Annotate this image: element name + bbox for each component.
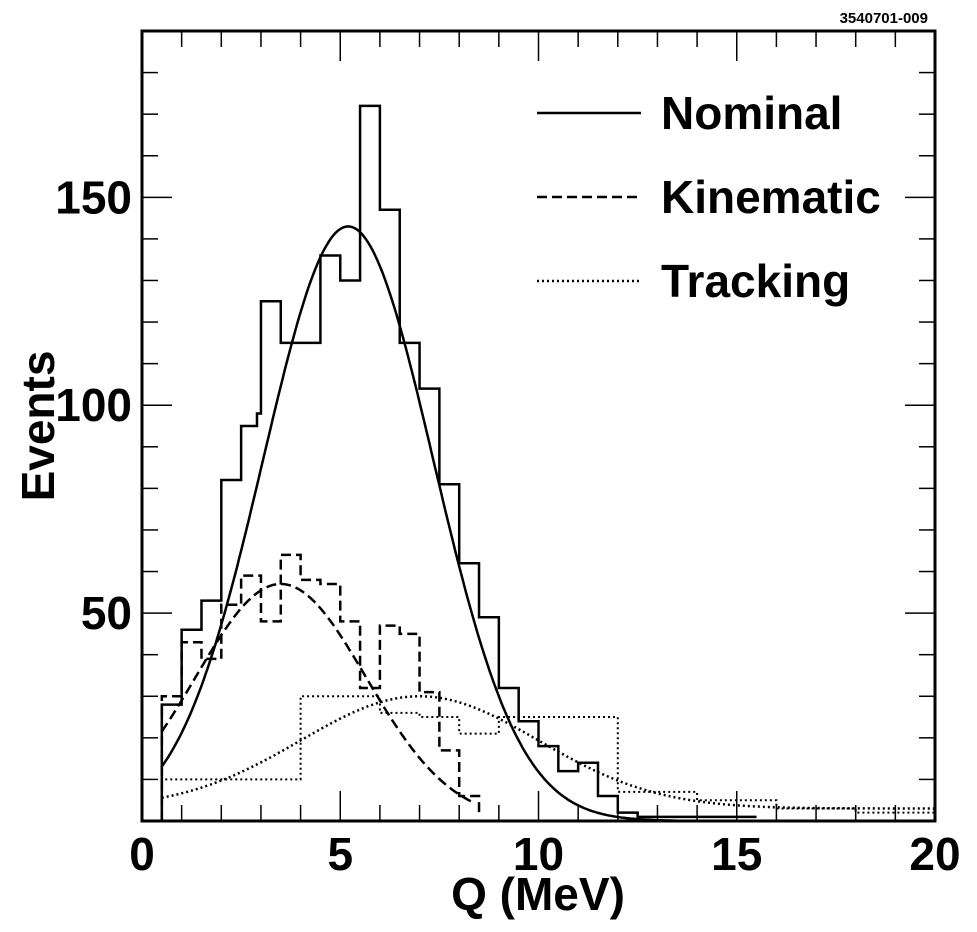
histogram-tracking (160, 695, 935, 821)
x-tick-label: 20 (909, 828, 960, 880)
legend: Nominal Kinematic Tracking (537, 87, 881, 307)
histogram-nominal (160, 104, 757, 821)
tick-labels: 0 5 10 15 20 50 100 150 (55, 171, 960, 880)
y-tick-label: 100 (55, 379, 132, 431)
fit-curve-tracking (161, 695, 935, 810)
x-tick-label: 10 (513, 828, 564, 880)
legend-label-tracking: Tracking (661, 255, 850, 307)
fit-curve-kinematic (160, 582, 472, 803)
x-tick-label: 0 (129, 828, 155, 880)
x-tick-label: 5 (327, 828, 353, 880)
legend-label-nominal: Nominal (661, 87, 842, 139)
y-tick-label: 50 (81, 587, 132, 639)
x-axis-label: Q (MeV) (451, 868, 625, 920)
plot-frame (140, 29, 937, 823)
figure-id: 3540701-009 (840, 10, 928, 27)
y-tick-label: 150 (55, 171, 132, 223)
legend-label-kinematic: Kinematic (661, 171, 881, 223)
y-axis-label: Events (12, 351, 64, 502)
fit-curves (160, 225, 935, 823)
x-tick-label: 15 (711, 828, 762, 880)
histogram-kinematic (160, 553, 481, 821)
axis-ticks (142, 31, 935, 821)
